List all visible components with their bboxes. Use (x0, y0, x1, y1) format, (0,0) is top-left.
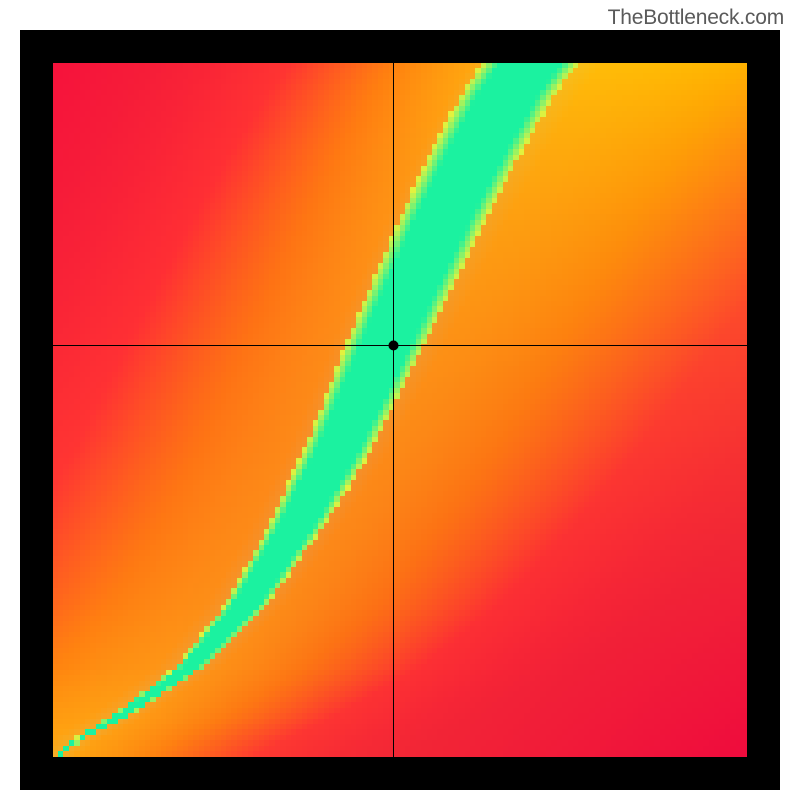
chart-container: TheBottleneck.com (0, 0, 800, 800)
plot-frame (20, 30, 780, 790)
watermark-text: TheBottleneck.com (608, 6, 784, 30)
heatmap-canvas (53, 63, 747, 757)
